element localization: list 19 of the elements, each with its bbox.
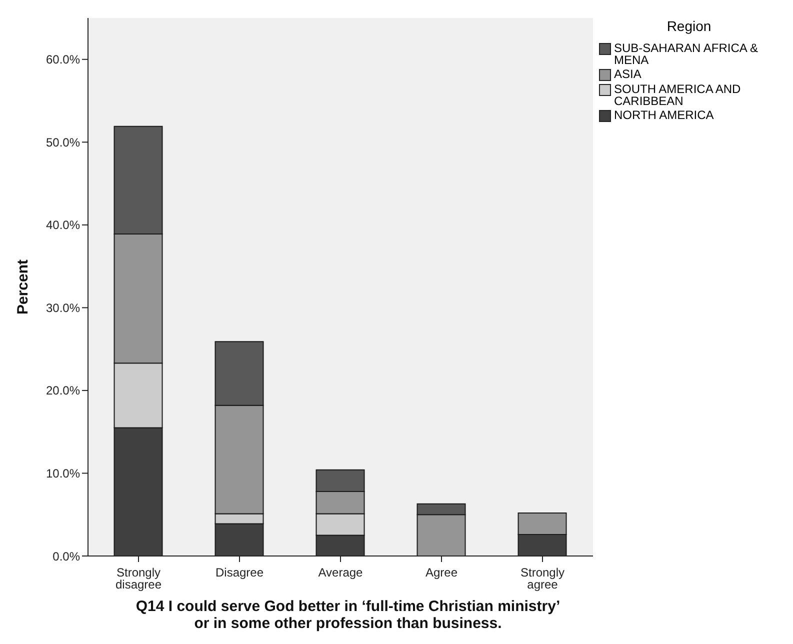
y-axis-title: Percent (14, 259, 32, 315)
x-axis-title: Q14 I could serve God better in ‘full-time Christian ministry’ or in some other profession than business. (134, 598, 562, 632)
y-tick-label: 40.0% (46, 218, 80, 232)
x-tick-label: Disagree (215, 566, 264, 580)
y-tick-label: 10.0% (46, 466, 80, 480)
y-tick-label: 30.0% (46, 300, 80, 315)
legend-label: SUB-SAHARAN AFRICA & MENA (614, 41, 760, 67)
y-tick-label: 60.0% (46, 52, 80, 67)
legend-label: ASIA (614, 67, 642, 81)
legend-label: NORTH AMERICA (614, 108, 714, 122)
x-tick-label: Strongly agree (520, 566, 565, 592)
legend-label: SOUTH AMERICA AND CARIBBEAN (614, 82, 742, 108)
x-tick-label: Agree (425, 566, 458, 580)
y-tick-label: 20.0% (46, 384, 80, 398)
y-tick-label: 0.0% (52, 549, 80, 564)
x-tick-label: Strongly disagree (115, 566, 162, 592)
x-tick-label: Average (318, 566, 364, 580)
legend-title: Region (666, 18, 712, 34)
y-tick-label: 50.0% (46, 135, 80, 150)
